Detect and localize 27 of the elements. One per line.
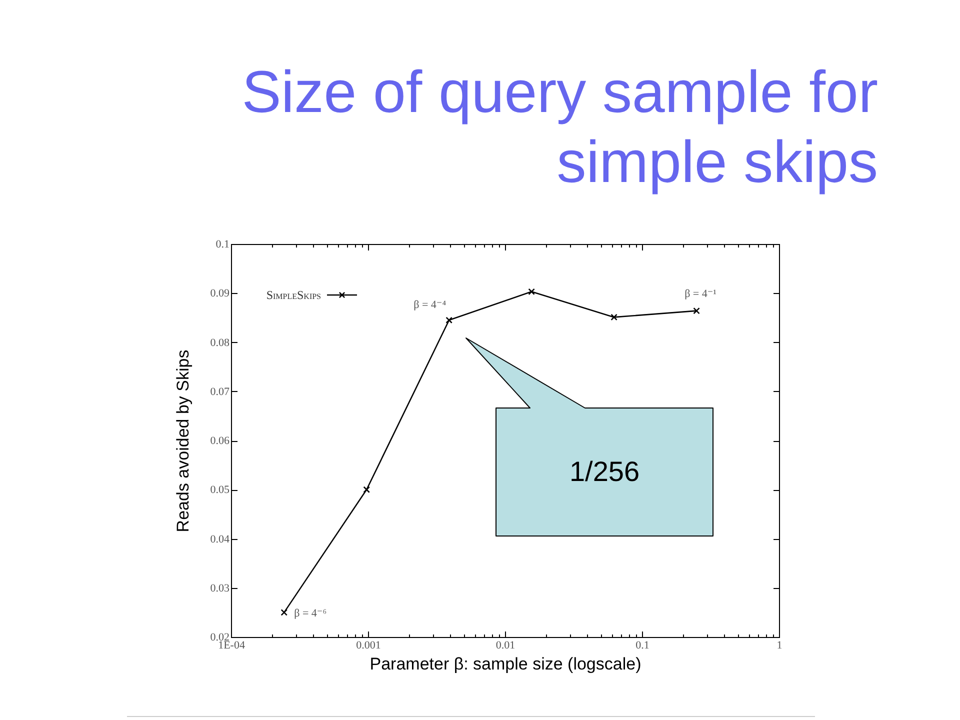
annotation: 1/256 <box>569 456 640 488</box>
point <box>693 307 700 314</box>
y-tick-label: 0.06 <box>210 435 230 447</box>
x-tick-label: 1E-04 <box>218 640 246 652</box>
x-tick-label: 1 <box>776 640 782 652</box>
y-axis-title: Reads avoided by Skips <box>173 350 192 532</box>
y-tick-label: 0.05 <box>210 484 230 496</box>
y-tick-label: 0.08 <box>210 336 230 349</box>
point <box>363 486 370 494</box>
legend-label: SimpleSkips <box>266 288 321 302</box>
y-tick-label: 0.09 <box>210 288 230 300</box>
y-tick-label: 0.04 <box>210 533 230 546</box>
chart-title: Size of query sample for simple skips <box>240 58 878 197</box>
y-tick-label: 0.07 <box>210 386 230 398</box>
x-axis-title: Parameter β: sample size (logscale) <box>370 654 642 674</box>
y-tick-label: 0.03 <box>210 582 230 594</box>
x-tick-label: 0.01 <box>496 640 516 652</box>
point <box>610 314 618 321</box>
point <box>446 316 452 324</box>
annotation: β = 4⁻⁶ <box>294 607 327 620</box>
point <box>528 288 535 296</box>
x-tick-label: 0.1 <box>636 640 650 652</box>
annotation: β = 4⁻⁴ <box>414 299 446 312</box>
x-tick-label: 0.001 <box>356 640 381 652</box>
point <box>280 609 288 616</box>
annotation: β = 4⁻¹ <box>684 288 716 300</box>
y-tick-label: 0.1 <box>216 238 230 250</box>
